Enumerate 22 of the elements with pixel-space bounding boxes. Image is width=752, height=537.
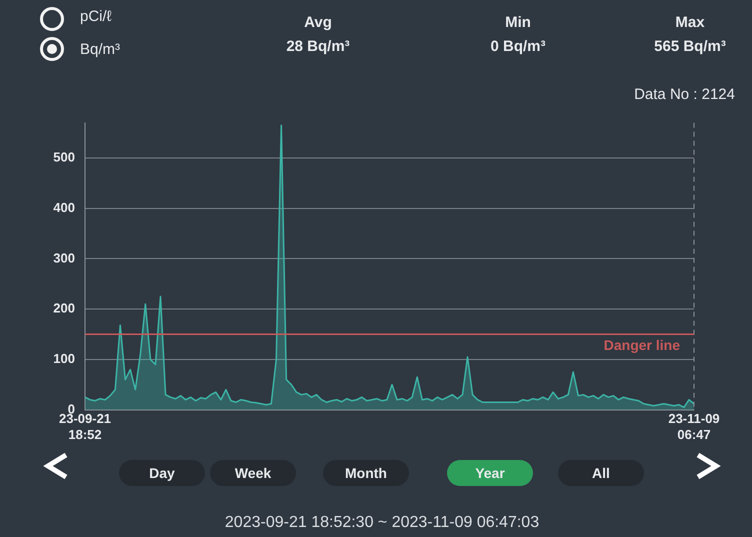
y-tick-label: 100 xyxy=(53,351,75,366)
text: 0 Bq/m³ xyxy=(490,38,546,55)
text: Data No : 2124 xyxy=(634,86,735,103)
text: 565 Bq/m³ xyxy=(654,38,726,55)
text: Bq/m³ xyxy=(80,41,120,58)
y-tick-label: 300 xyxy=(53,250,75,266)
text: Month xyxy=(323,460,409,486)
text: Max xyxy=(675,14,705,31)
x-tick-label: 23-11-09 06:47 xyxy=(668,411,720,442)
text: Week xyxy=(210,460,296,486)
text: Year xyxy=(447,460,533,486)
y-tick-label: 200 xyxy=(53,300,75,316)
y-tick-label: 400 xyxy=(53,200,75,215)
y-tick-label: 500 xyxy=(53,150,75,165)
text: Day xyxy=(119,460,205,486)
text: 2023-09-21 18:52:30 ~ 2023-11-09 06:47:03 xyxy=(224,514,540,532)
text: Min xyxy=(505,14,531,31)
ref-line-label: Danger line xyxy=(604,337,680,354)
text: 28 Bq/m³ xyxy=(286,38,350,55)
text: pCi/ℓ xyxy=(80,8,112,25)
text: All xyxy=(558,460,644,486)
text: Avg xyxy=(304,14,332,31)
